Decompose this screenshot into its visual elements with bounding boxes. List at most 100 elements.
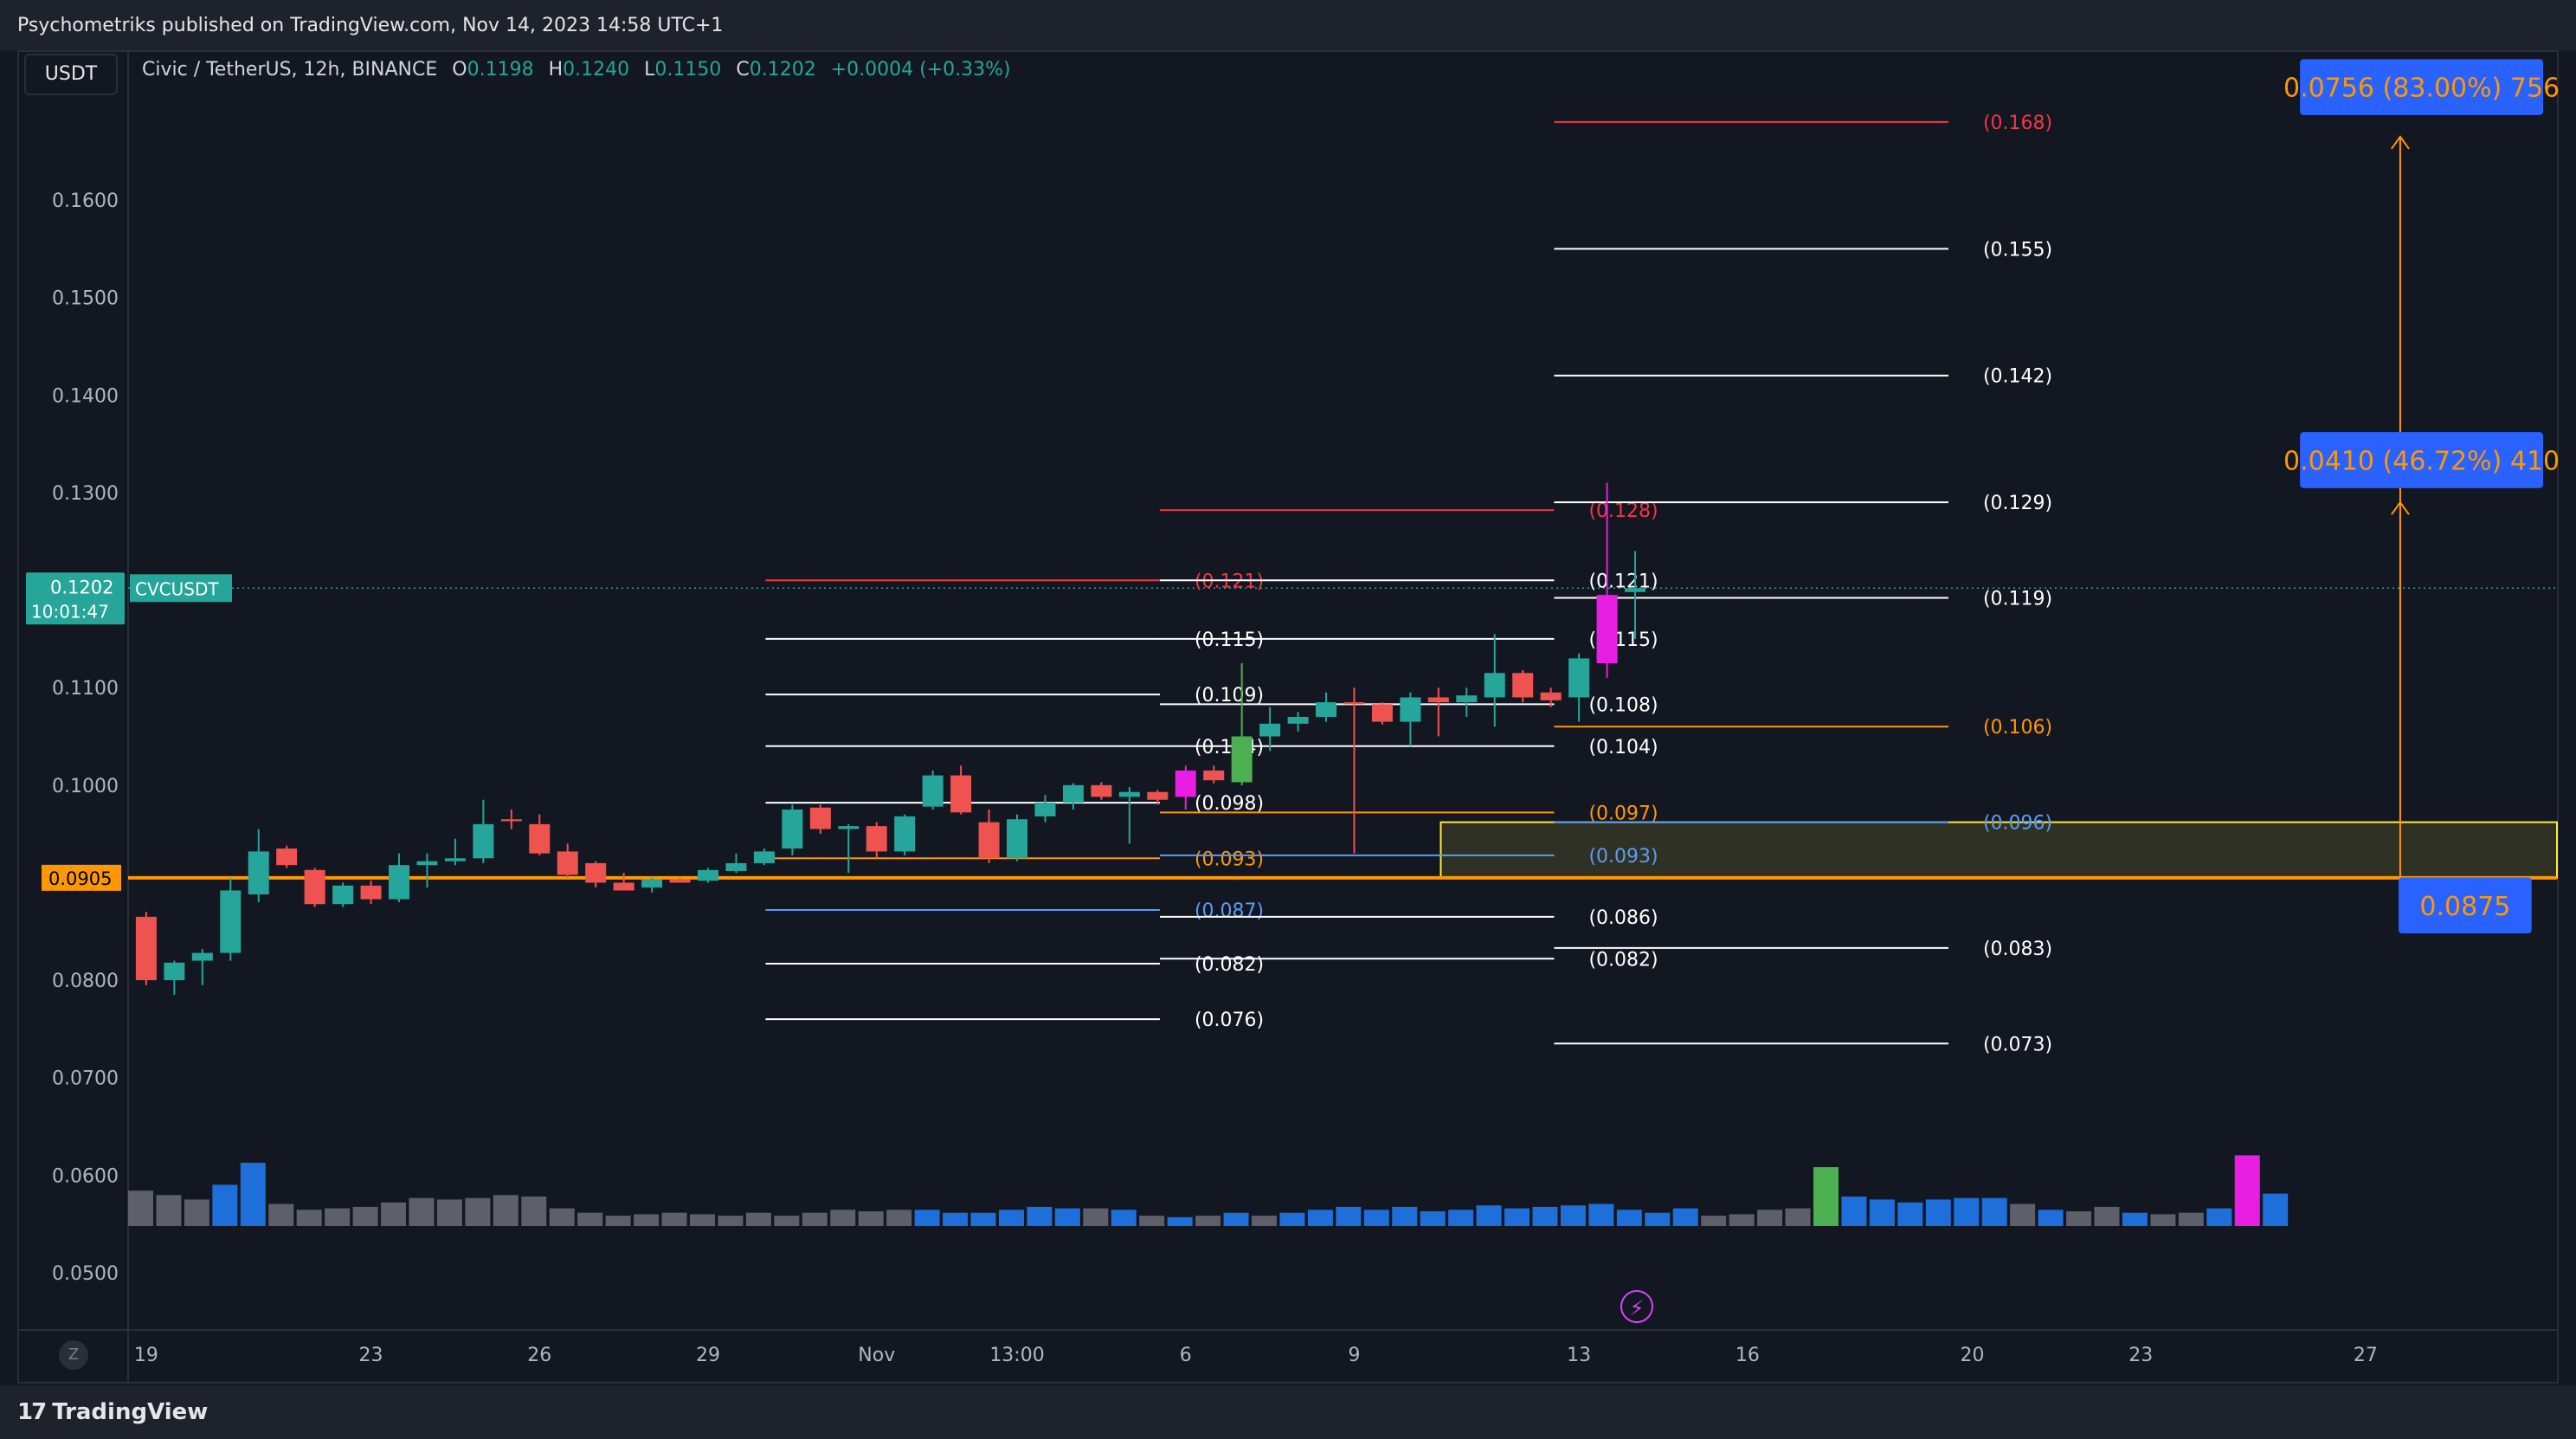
volume-bar bbox=[184, 1199, 209, 1226]
candle bbox=[389, 853, 410, 902]
high-value: 0.1240 bbox=[563, 59, 630, 81]
volume-bar bbox=[2066, 1211, 2092, 1226]
candle-body bbox=[809, 807, 831, 829]
candle bbox=[135, 912, 157, 985]
candle-body bbox=[1259, 723, 1281, 737]
time-tick-label: 13 bbox=[1567, 1345, 1591, 1366]
time-tick-label: 27 bbox=[2354, 1345, 2378, 1366]
fib-level-label: (0.109) bbox=[1195, 685, 1264, 707]
candle-body bbox=[1175, 770, 1196, 797]
support-price-tag bbox=[42, 864, 121, 891]
candle bbox=[1625, 551, 1646, 639]
candle-body bbox=[389, 865, 410, 900]
price-tick-label: 0.0500 bbox=[52, 1263, 119, 1285]
candle bbox=[1118, 787, 1140, 844]
fib-level-label: (0.129) bbox=[1983, 493, 2052, 514]
candle bbox=[444, 838, 466, 866]
volume-bar bbox=[802, 1212, 828, 1226]
volume-bar bbox=[1139, 1216, 1165, 1226]
base-label: 0.0875 bbox=[2419, 892, 2510, 922]
currency-badge[interactable]: USDT bbox=[24, 54, 118, 95]
candle bbox=[753, 849, 775, 866]
price-tick-label: 0.1000 bbox=[52, 776, 119, 797]
volume-bar bbox=[409, 1197, 435, 1226]
supply-zone bbox=[1439, 821, 2558, 879]
candle bbox=[1231, 663, 1253, 785]
candle-body bbox=[500, 819, 522, 822]
candle bbox=[1456, 687, 1478, 717]
volume-bar bbox=[1588, 1203, 1614, 1226]
tradingview-logo-icon: 17 bbox=[17, 1399, 47, 1425]
candle-body bbox=[248, 851, 269, 894]
symbol-title[interactable]: Civic / TetherUS, 12h, BINANCE bbox=[142, 59, 438, 81]
time-tick-label: 29 bbox=[696, 1345, 720, 1366]
fib-level-label: (0.076) bbox=[1195, 1010, 1264, 1031]
time-tick-label: 20 bbox=[1961, 1345, 1985, 1366]
candle-body bbox=[135, 916, 157, 981]
target1-label: 0.0410 (46.72%) 410 bbox=[2283, 446, 2560, 476]
base-box bbox=[2399, 877, 2532, 934]
candle-body bbox=[1484, 673, 1505, 698]
price-tick-label: 0.1400 bbox=[52, 385, 119, 407]
fib-level-label: (0.121) bbox=[1588, 571, 1658, 592]
candle bbox=[698, 868, 719, 883]
candle bbox=[164, 960, 185, 995]
candle-body bbox=[1343, 702, 1365, 705]
candle-body bbox=[894, 816, 916, 852]
candle bbox=[866, 822, 887, 859]
time-tick-label: 13:00 bbox=[989, 1345, 1044, 1366]
volume-bar bbox=[381, 1202, 407, 1226]
price-tick-label: 0.1100 bbox=[52, 678, 119, 700]
volume-bar bbox=[2150, 1214, 2176, 1226]
open-label: O bbox=[452, 59, 467, 81]
fib-level-label: (0.121) bbox=[1195, 571, 1264, 592]
fib-level-label: (0.096) bbox=[1983, 813, 2052, 835]
candle-body bbox=[1287, 716, 1309, 724]
brand-name: TradingView bbox=[52, 1399, 209, 1425]
candle-body bbox=[1568, 658, 1590, 698]
candle bbox=[1427, 687, 1449, 737]
symbol-tag-label: CVCUSDT bbox=[135, 578, 219, 599]
candle-body bbox=[782, 809, 803, 849]
symbol-tag bbox=[130, 574, 232, 603]
volume-bar bbox=[1279, 1212, 1305, 1226]
countdown-label: 10:01:47 bbox=[31, 601, 109, 622]
candle bbox=[1371, 702, 1393, 725]
candle bbox=[416, 853, 438, 888]
candle bbox=[782, 804, 803, 855]
volume-bar bbox=[1616, 1210, 1642, 1226]
candle bbox=[725, 853, 747, 874]
current-price-tag bbox=[26, 572, 125, 625]
fib-level-label: (0.104) bbox=[1588, 737, 1658, 758]
fib-level-label: (0.082) bbox=[1588, 949, 1658, 971]
volume-bar bbox=[858, 1211, 884, 1226]
price-tick-label: 0.1500 bbox=[52, 288, 119, 310]
candle bbox=[894, 814, 916, 855]
volume-bar bbox=[943, 1212, 969, 1226]
candle-body bbox=[360, 885, 382, 900]
time-tick-label: 19 bbox=[134, 1345, 158, 1366]
volume-bar bbox=[1504, 1208, 1530, 1226]
zoom-reset-button[interactable]: Z bbox=[59, 1340, 88, 1370]
close-label: C bbox=[736, 59, 750, 81]
volume-bar bbox=[352, 1206, 378, 1226]
candle-body bbox=[1147, 791, 1169, 800]
candle-body bbox=[613, 882, 634, 891]
candle bbox=[978, 809, 1000, 863]
volume-bar bbox=[1054, 1208, 1080, 1226]
price-tick-label: 0.1600 bbox=[52, 190, 119, 212]
publisher-bar: Psychometriks published on TradingView.c… bbox=[0, 0, 2576, 50]
candle-body bbox=[1540, 692, 1562, 700]
volume-bar bbox=[2234, 1155, 2260, 1226]
tradingview-brand[interactable]: 17 TradingView bbox=[17, 1396, 208, 1429]
fib-level-label: (0.104) bbox=[1195, 737, 1264, 758]
volume-bar bbox=[2178, 1212, 2204, 1226]
candle bbox=[191, 949, 213, 985]
time-tick-label: 23 bbox=[2128, 1345, 2153, 1366]
time-tick-label: 26 bbox=[527, 1345, 551, 1366]
projection-arrowhead bbox=[2391, 135, 2410, 150]
candle-body bbox=[444, 858, 466, 861]
candle bbox=[1400, 692, 1421, 746]
lightning-icon[interactable]: ⚡ bbox=[1620, 1290, 1653, 1323]
